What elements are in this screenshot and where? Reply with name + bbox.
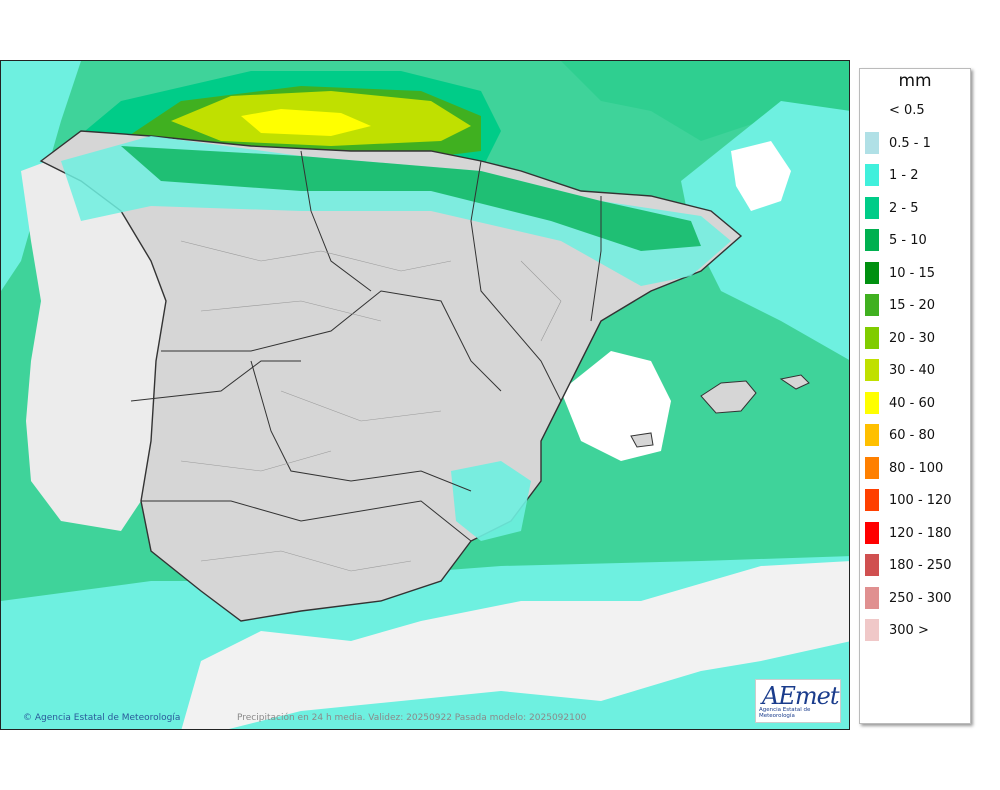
legend-swatch — [865, 456, 879, 479]
north-coast-rain-heavy — [121, 146, 701, 251]
northeast-sea-area — [561, 61, 849, 151]
province-borders — [180, 240, 562, 572]
legend-item: 100 - 120 — [860, 487, 970, 513]
mallorca — [700, 380, 757, 414]
legend-label: 250 - 300 — [889, 590, 952, 606]
precipitation-legend: mm < 0.5 0.5 - 1 1 - 2 2 - 5 5 - 10 10 - 15 15… — [859, 68, 971, 724]
legend-label: 100 - 120 — [889, 493, 952, 508]
aemet-logo-subtitle: Agencia Estatal de Meteorología — [759, 707, 811, 719]
legend-label: 180 - 250 — [889, 558, 952, 573]
legend-swatch — [865, 164, 879, 186]
legend-label: 40 - 60 — [889, 395, 936, 411]
copyright-text: Agencia Estatal de Meteorología — [34, 713, 181, 723]
legend-swatch — [865, 619, 879, 641]
legend-label: 80 - 100 — [889, 460, 944, 476]
legend-label: 1 - 2 — [889, 168, 919, 183]
legend-label: 30 - 40 — [889, 363, 936, 378]
legend-swatch — [865, 424, 879, 446]
map-caption: Precipitación en 24 h media. Validez: 20… — [237, 713, 587, 723]
legend-unit: mm — [898, 71, 932, 91]
legend-item: 180 - 250 — [860, 552, 970, 578]
legend-label: 5 - 10 — [889, 233, 927, 248]
legend-label: 60 - 80 — [889, 428, 936, 443]
map-svg — [1, 61, 849, 729]
legend-label: 15 - 20 — [889, 298, 936, 313]
sardinia-dry-area — [731, 141, 791, 211]
spain-land — [39, 130, 743, 622]
legend-item: 20 - 30 — [860, 325, 970, 351]
legend-item: 0.5 - 1 — [860, 130, 970, 156]
legend-swatch — [865, 586, 879, 609]
legend-item: < 0.5 — [860, 97, 970, 123]
legend-item: 1 - 2 — [860, 162, 970, 188]
legend-label: 10 - 15 — [889, 265, 936, 281]
rain-band-40-60 — [241, 109, 371, 136]
legend-swatch — [865, 489, 879, 511]
legend-item: 5 - 10 — [860, 227, 970, 253]
copyright-icon: © — [23, 713, 32, 723]
legend-label: 2 - 5 — [889, 200, 919, 216]
legend-item: 2 - 5 — [860, 195, 970, 221]
legend-swatch — [865, 294, 879, 316]
legend-item: 30 - 40 — [860, 357, 970, 383]
legend-swatch — [865, 391, 879, 414]
legend-item: 300 > — [860, 617, 970, 643]
legend-swatch — [865, 229, 879, 251]
legend-label: 300 > — [889, 623, 929, 638]
legend-label: 0.5 - 1 — [889, 135, 931, 151]
legend-swatch — [865, 326, 879, 349]
ibiza — [630, 432, 654, 448]
legend-swatch — [865, 554, 879, 576]
north-africa-land — [181, 561, 849, 729]
copyright-credit: © Agencia Estatal de Meteorología — [23, 713, 180, 723]
legend-label: 120 - 180 — [889, 525, 952, 541]
region-borders — [130, 150, 602, 542]
valencia-dry-area — [561, 351, 671, 461]
legend-swatch — [865, 359, 879, 381]
precipitation-map: © Agencia Estatal de Meteorología Precip… — [0, 60, 850, 730]
legend-label: 20 - 30 — [889, 330, 936, 346]
murcia-rain — [451, 461, 531, 541]
legend-item: 60 - 80 — [860, 422, 970, 448]
portugal-land — [21, 156, 166, 531]
aemet-logo: AEmet Agencia Estatal de Meteorología — [755, 679, 841, 723]
legend-swatch — [865, 196, 879, 219]
menorca — [779, 374, 810, 390]
legend-label: < 0.5 — [889, 103, 925, 118]
legend-item: 15 - 20 — [860, 292, 970, 318]
aemet-logo-word: AEmet — [762, 682, 839, 710]
legend-item: 120 - 180 — [860, 520, 970, 546]
legend-item: 80 - 100 — [860, 455, 970, 481]
legend-swatch — [865, 131, 879, 154]
legend-swatch — [865, 521, 879, 544]
legend-item: 250 - 300 — [860, 585, 970, 611]
legend-item: 10 - 15 — [860, 260, 970, 286]
gulf-lion-light-area — [681, 101, 849, 360]
legend-item: 40 - 60 — [860, 390, 970, 416]
legend-swatch — [865, 261, 879, 284]
